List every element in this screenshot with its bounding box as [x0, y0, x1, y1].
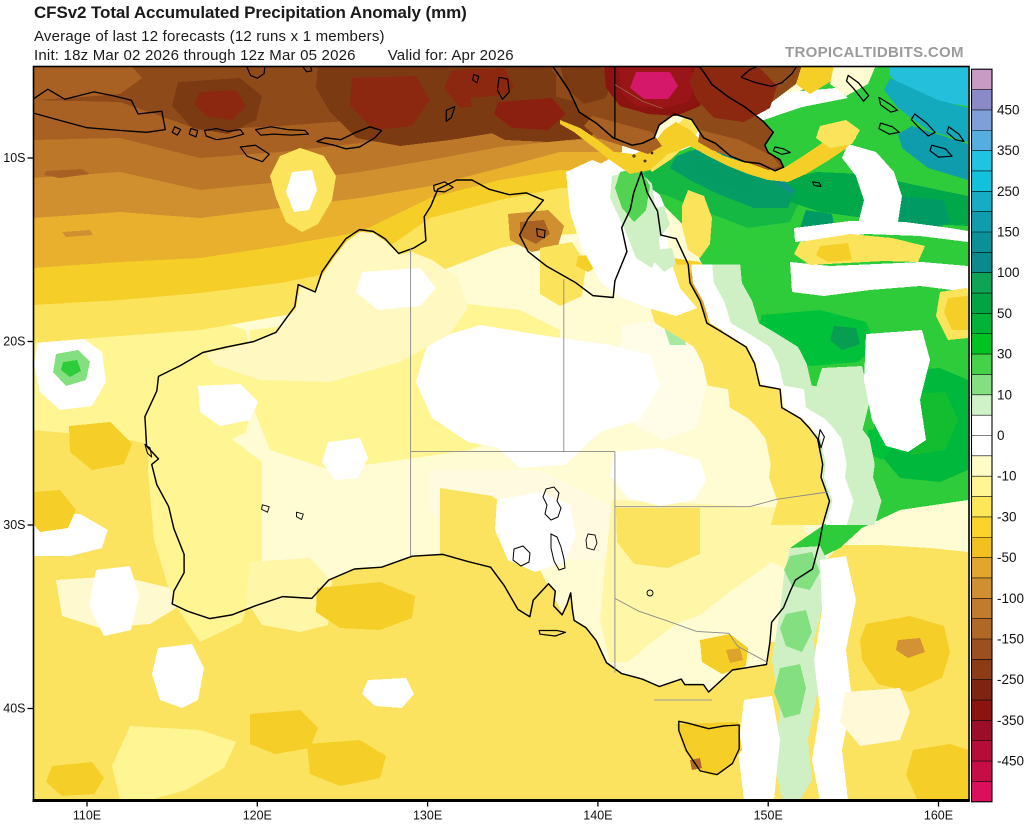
svg-text:120E: 120E	[243, 809, 272, 823]
svg-text:-450: -450	[997, 754, 1024, 769]
svg-text:130E: 130E	[413, 809, 442, 823]
svg-text:10S: 10S	[3, 151, 25, 165]
svg-text:50: 50	[997, 306, 1012, 321]
svg-text:-50: -50	[997, 550, 1017, 565]
svg-text:150E: 150E	[754, 809, 783, 823]
svg-text:350: 350	[997, 143, 1020, 158]
svg-text:450: 450	[997, 102, 1020, 117]
svg-text:100: 100	[997, 265, 1020, 280]
svg-text:40S: 40S	[3, 702, 25, 716]
svg-text:-30: -30	[997, 509, 1017, 524]
svg-text:150: 150	[997, 225, 1020, 240]
svg-text:10: 10	[997, 387, 1012, 402]
svg-text:0: 0	[997, 428, 1005, 443]
svg-text:-150: -150	[997, 632, 1024, 647]
svg-text:140E: 140E	[583, 809, 612, 823]
svg-text:160E: 160E	[924, 809, 953, 823]
svg-text:20S: 20S	[3, 335, 25, 349]
svg-text:-350: -350	[997, 713, 1024, 728]
svg-text:-10: -10	[997, 469, 1017, 484]
svg-text:30: 30	[997, 347, 1012, 362]
svg-text:30S: 30S	[3, 518, 25, 532]
svg-text:-100: -100	[997, 591, 1024, 606]
svg-text:250: 250	[997, 184, 1020, 199]
svg-text:110E: 110E	[73, 809, 101, 823]
svg-text:-250: -250	[997, 672, 1024, 687]
